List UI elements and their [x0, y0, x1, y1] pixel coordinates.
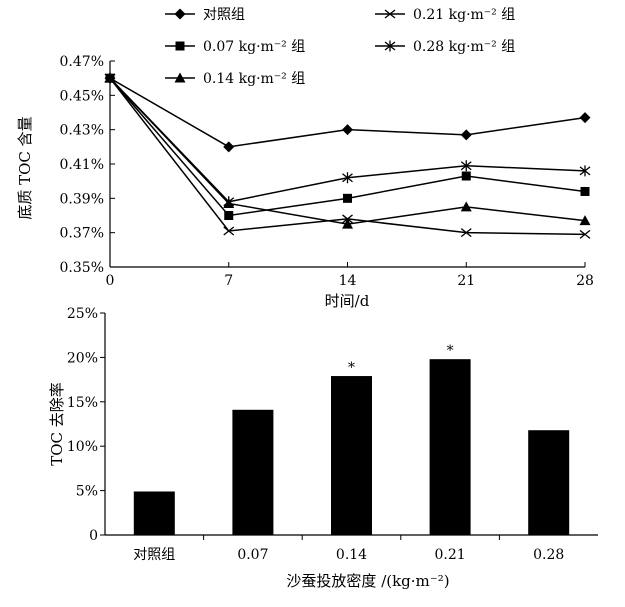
significance-label: *	[348, 360, 355, 376]
line-point	[460, 228, 472, 238]
bar-x-axis-label: 沙蚕投放密度 /(kg·m⁻²)	[286, 572, 449, 590]
line-series-1	[104, 72, 591, 153]
bar	[331, 376, 372, 535]
line-point	[579, 165, 591, 177]
line-series-path	[109, 77, 586, 148]
line-x-tick-label: 21	[457, 273, 475, 289]
line-x-axis-label: 时间/d	[325, 292, 370, 310]
line-point	[579, 112, 591, 124]
legend-item-5: 0.28 kg·m⁻² 组	[375, 39, 515, 55]
line-series-path	[109, 77, 586, 236]
bar-x-tick-label: 0.28	[533, 547, 564, 563]
bar	[133, 491, 175, 535]
bar-y-tick-label: 10%	[67, 439, 98, 455]
line-point	[460, 201, 472, 212]
bar-y-axis-label: TOC 去除率	[48, 382, 66, 466]
line-y-tick-label: 0.43%	[60, 123, 104, 139]
bar-y-tick-label: 20%	[67, 350, 98, 366]
legend-item-4: 0.21 kg·m⁻² 组	[375, 7, 515, 23]
line-point	[460, 129, 472, 141]
bar	[232, 409, 274, 535]
bar-x-tick-label: 0.07	[237, 547, 268, 563]
bar-x-ticks: 对照组 0.07 0.14 0.21 0.28	[133, 535, 564, 563]
line-point	[224, 211, 234, 220]
line-series-3	[104, 72, 591, 229]
legend-marker	[384, 9, 396, 19]
bar-y-tick-label: 25%	[67, 306, 98, 322]
legend-label: 对照组	[203, 7, 245, 23]
line-x-tick-label: 0	[106, 273, 115, 289]
bar-group: **	[133, 343, 570, 535]
bar-chart: 05%10%15%20%25% ** 对照组 0.07 0.14 0.21 0.28 T…	[48, 306, 598, 590]
bar-y-tick-label: 0	[89, 528, 98, 544]
line-series-group	[104, 72, 591, 239]
line-point	[104, 72, 116, 84]
legend-marker	[174, 72, 186, 83]
line-point	[343, 193, 352, 203]
bar-y-ticks: 0 5% 10% 15% 20% 25%	[67, 306, 105, 544]
bar-x-tick-label: 0.21	[435, 547, 466, 563]
line-y-ticks: 0.35% 0.37% 0.39% 0.41% 0.43% 0.45% 0.47%	[60, 54, 115, 276]
legend-label: 0.21 kg·m⁻² 组	[413, 7, 515, 23]
legend-marker	[175, 41, 185, 51]
line-y-axis-label: 底质 TOC 含量	[16, 116, 34, 219]
line-point	[460, 160, 472, 172]
line-series-5	[104, 72, 591, 208]
line-x-ticks: 0 7 14 21 28	[106, 262, 594, 289]
legend-item-3: 0.14 kg·m⁻² 组	[165, 71, 305, 87]
line-point	[223, 141, 235, 153]
line-series-2	[105, 73, 590, 220]
line-point	[223, 196, 235, 208]
legend-item-1: 对照组	[165, 7, 245, 23]
legend-item-2: 0.07 kg·m⁻² 组	[165, 39, 305, 55]
line-y-tick-label: 0.41%	[60, 157, 104, 173]
bar-x-tick-label: 0.14	[336, 547, 367, 563]
legend-marker	[384, 40, 396, 52]
line-series-4	[104, 73, 591, 239]
line-y-tick-label: 0.47%	[60, 54, 104, 70]
legend-label: 0.28 kg·m⁻² 组	[413, 39, 515, 55]
line-point	[579, 215, 591, 226]
line-x-tick-label: 14	[339, 273, 357, 289]
line-y-tick-label: 0.45%	[60, 88, 104, 104]
line-x-tick-label: 7	[224, 273, 233, 289]
line-point	[342, 214, 353, 224]
legend-label: 0.14 kg·m⁻² 组	[203, 71, 305, 87]
line-point	[342, 172, 353, 184]
line-point	[342, 218, 353, 229]
bar-y-tick-label: 5%	[76, 484, 98, 500]
line-y-tick-label: 0.39%	[60, 191, 104, 207]
line-legend: 对照组 0.07 kg·m⁻² 组 0.14 kg·m⁻² 组 0.21 kg·m⁻²…	[165, 7, 515, 87]
bar	[528, 430, 570, 535]
line-y-tick-label: 0.37%	[60, 226, 104, 242]
legend-marker	[174, 8, 186, 20]
line-chart: 对照组 0.07 kg·m⁻² 组 0.14 kg·m⁻² 组 0.21 kg·m⁻²…	[16, 7, 594, 310]
line-x-tick-label: 28	[576, 273, 594, 289]
line-point	[342, 124, 353, 136]
line-point	[461, 171, 471, 181]
line-y-tick-label: 0.35%	[60, 260, 104, 276]
bar	[429, 359, 471, 535]
line-point	[579, 229, 591, 239]
bar-y-tick-label: 15%	[67, 395, 98, 411]
bar-x-tick-label: 对照组	[133, 547, 175, 563]
significance-label: *	[447, 343, 454, 359]
legend-label: 0.07 kg·m⁻² 组	[203, 39, 305, 55]
line-point	[223, 226, 235, 236]
line-point	[580, 186, 590, 196]
